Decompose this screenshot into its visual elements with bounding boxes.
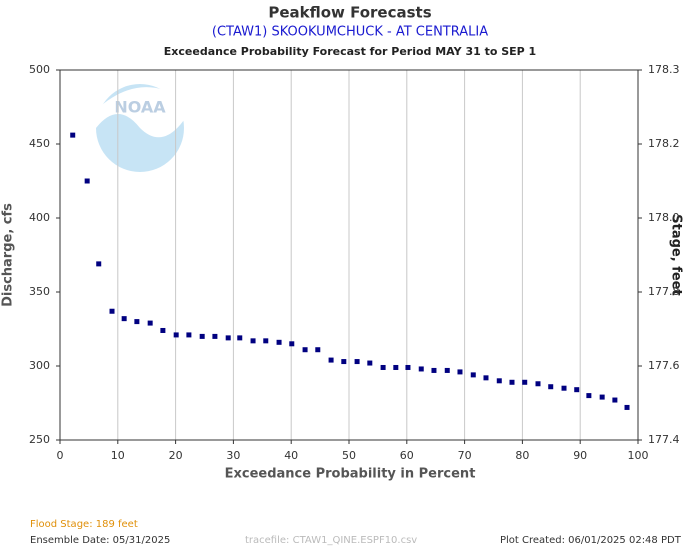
y-tick-label: 250 [29,433,50,446]
point [586,393,592,399]
point [535,381,541,387]
point [173,332,179,338]
point [561,385,567,391]
y2-tick-label: 178.2 [648,137,680,150]
x-tick-label: 90 [573,449,587,462]
point [341,359,347,365]
chart-subtitle: Exceedance Probability Forecast for Peri… [164,45,536,58]
point [289,341,295,347]
y-tick-label: 400 [29,211,50,224]
point [405,364,411,370]
point [263,338,269,344]
noaa-logo: NOAA [96,84,184,172]
point [250,338,256,344]
point [199,333,205,339]
x-tick-label: 10 [111,449,125,462]
y2-tick-label: 177.6 [648,359,680,372]
y-tick-label: 500 [29,63,50,76]
y2-tick-label: 177.8 [648,285,680,298]
point [225,335,231,341]
point [418,366,424,372]
point [186,332,192,338]
point [444,367,450,373]
point [509,379,515,385]
point [483,375,489,381]
chart-title: Peakflow Forecasts [268,4,431,22]
y2-tick-label: 178.3 [648,63,680,76]
point [328,357,334,363]
x-tick-label: 80 [515,449,529,462]
plot-frame [59,69,639,441]
y-axis-label: Discharge, cfs [1,203,16,307]
x-tick-label: 100 [628,449,649,462]
point [624,404,630,410]
ensemble-date: Ensemble Date: 05/31/2025 [30,535,170,546]
point [457,369,463,375]
point [212,333,218,339]
point [84,178,90,184]
point [470,372,476,378]
x-tick-label: 40 [284,449,298,462]
y-tick-label: 300 [29,359,50,372]
point [315,347,321,353]
point [302,347,308,353]
point [109,308,115,314]
point [612,397,618,403]
svg-text:NOAA: NOAA [114,98,166,117]
tracefile: tracefile: CTAW1_QINE.ESPF10.csv [245,535,417,546]
point [237,335,243,341]
point [496,378,502,384]
point [96,261,102,267]
flood-stage: Flood Stage: 189 feet [30,519,138,530]
y2-tick-label: 178.0 [648,211,680,224]
point [380,364,386,370]
x-tick-label: 0 [57,449,64,462]
chart-subtitle: (CTAW1) SKOOKUMCHUCK - AT CENTRALIA [212,25,488,40]
point [367,360,373,366]
x-tick-label: 30 [226,449,240,462]
point [522,379,528,385]
y2-axis-label: Stage, feet [669,214,684,295]
point [431,367,437,373]
y2-tick-label: 177.4 [648,433,680,446]
plot-created: Plot Created: 06/01/2025 02:48 PDT [500,535,682,546]
point [70,132,76,138]
point [276,339,282,345]
y-tick-label: 350 [29,285,50,298]
x-axis-label: Exceedance Probability in Percent [225,467,476,482]
x-tick-label: 70 [458,449,472,462]
x-tick-label: 60 [400,449,414,462]
x-tick-label: 20 [169,449,183,462]
x-tick-label: 50 [342,449,356,462]
point [160,327,166,333]
point [393,364,399,370]
point [574,387,580,393]
point [548,384,554,390]
point [147,320,153,326]
point [354,359,360,365]
point [134,319,140,325]
y-tick-label: 450 [29,137,50,150]
point [599,394,605,400]
point [121,316,127,322]
